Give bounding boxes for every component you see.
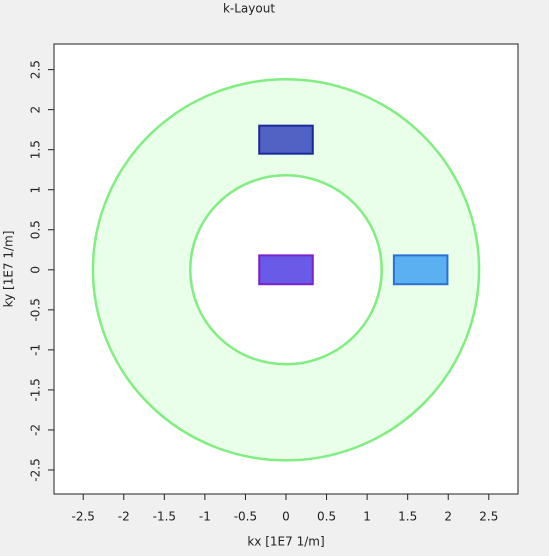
y-tick-label: 2.5 <box>29 60 43 79</box>
x-tick-label: -2 <box>118 510 130 524</box>
y-tick-label: 1.5 <box>29 140 43 159</box>
y-tick-label: 0 <box>29 266 43 274</box>
k-region <box>392 254 449 286</box>
y-tick-label: 1 <box>29 186 43 194</box>
k-region <box>258 254 314 286</box>
chart-title: k-Layout <box>223 2 275 16</box>
x-axis-label: kx [1E7 1/m] <box>247 535 324 549</box>
y-tick-label: -1 <box>29 344 43 356</box>
y-tick-label: 0.5 <box>29 220 43 239</box>
x-tick-label: -2.5 <box>71 510 94 524</box>
x-tick-label: 2.5 <box>479 510 498 524</box>
x-tick-label: 2 <box>444 510 452 524</box>
x-tick-label: -1.5 <box>153 510 176 524</box>
y-tick-label: -2 <box>29 424 43 436</box>
x-tick-label: 1.5 <box>398 510 417 524</box>
x-tick-label: 0.5 <box>317 510 336 524</box>
x-tick-label: 1 <box>363 510 371 524</box>
y-tick-label: -1.5 <box>29 378 43 401</box>
y-tick-label: -0.5 <box>29 298 43 321</box>
y-axis-label: ky [1E7 1/m] <box>2 231 16 308</box>
k-region <box>258 124 314 155</box>
x-tick-label: -0.5 <box>234 510 257 524</box>
x-tick-label: 0 <box>282 510 290 524</box>
x-tick-label: -1 <box>199 510 211 524</box>
y-tick-label: 2 <box>29 106 43 114</box>
y-tick-label: -2.5 <box>29 458 43 481</box>
ring <box>91 77 481 462</box>
